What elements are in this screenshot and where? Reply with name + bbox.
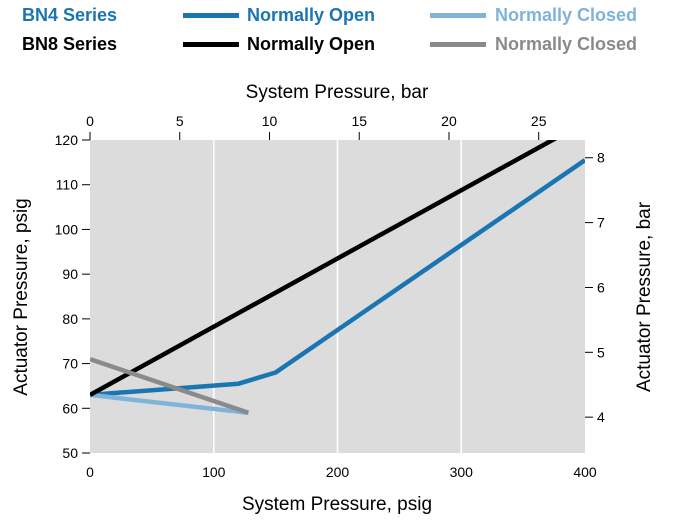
series-line-bn8-series-normally-open <box>90 140 558 397</box>
x-tick-label: 300 <box>450 464 474 480</box>
legend-label-bn8-normally-open: Normally Open <box>247 34 376 54</box>
x2-tick-label: 10 <box>262 113 278 129</box>
y2-tick-label: 8 <box>597 150 605 166</box>
legend: BN4 Series Normally Open Normally Closed… <box>0 0 683 60</box>
y-tick-label: 50 <box>62 445 78 461</box>
x-tick-label: 0 <box>86 464 94 480</box>
x2-tick-label: 25 <box>531 113 547 129</box>
y-tick-label: 90 <box>62 266 78 282</box>
x-axis-label: System Pressure, psig <box>242 494 432 515</box>
series-line-bn4-series-normally-open <box>90 158 585 398</box>
legend-series-label-bn8: BN8 Series <box>22 34 118 54</box>
x2-tick-label: 5 <box>176 113 184 129</box>
axes: 0 100 200 300 400 50 60 70 80 90 100 110 120 0 5 10 15 20… <box>55 113 605 480</box>
legend-series-label-bn4: BN4 Series <box>22 5 118 25</box>
x2-tick-label: 0 <box>86 113 94 129</box>
y-tick-label: 100 <box>55 221 79 237</box>
y2-axis-label: Actuator Pressure, bar <box>634 201 655 392</box>
y-axis-label: Actuator Pressure, psig <box>11 198 32 395</box>
y-tick-label: 80 <box>62 311 78 327</box>
series-line-bn4-series-normally-closed <box>90 392 249 416</box>
legend-label-bn4-normally-open: Normally Open <box>247 5 376 25</box>
y-tick-label: 60 <box>62 400 78 416</box>
legend-swatch-bn8-normally-closed <box>430 42 486 47</box>
x2-tick-label: 20 <box>441 113 457 129</box>
x-tick-label: 100 <box>202 464 226 480</box>
legend-swatch-bn8-normally-open <box>183 42 239 47</box>
series-lines <box>90 140 585 416</box>
x-tick-label: 400 <box>573 464 597 480</box>
x2-axis-label: System Pressure, bar <box>246 82 429 103</box>
y2-tick-label: 4 <box>597 409 605 425</box>
y-tick-label: 110 <box>56 177 79 193</box>
x2-tick-label: 15 <box>351 113 367 129</box>
y2-tick-label: 7 <box>597 215 605 231</box>
y2-tick-label: 6 <box>597 279 605 295</box>
y-tick-label: 70 <box>62 356 78 372</box>
y-tick-label: 120 <box>55 132 79 148</box>
series-line-bn8-series-normally-closed <box>90 356 250 415</box>
legend-swatch-bn4-normally-open <box>183 13 239 18</box>
x-tick-label: 200 <box>326 464 350 480</box>
legend-label-bn4-normally-closed: Normally Closed <box>495 5 638 25</box>
legend-swatch-bn4-normally-closed <box>430 13 486 18</box>
legend-label-bn8-normally-closed: Normally Closed <box>495 34 638 54</box>
y2-tick-label: 5 <box>597 344 605 360</box>
